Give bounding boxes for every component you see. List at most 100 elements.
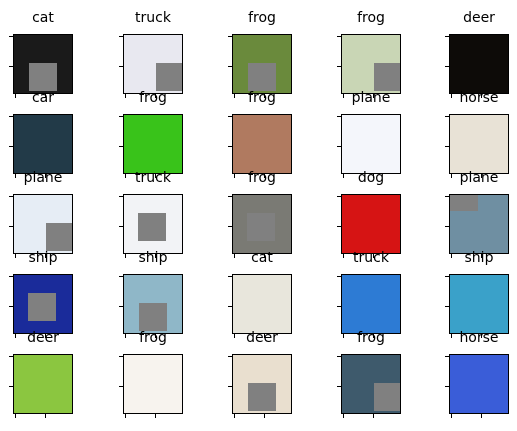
image-thumbnail: [13, 114, 73, 174]
cell-label: truck: [103, 170, 203, 186]
occlusion-mask: [28, 293, 56, 321]
x-tick: [15, 414, 16, 418]
y-tick: [228, 226, 232, 227]
cell-label: dog: [321, 170, 421, 186]
cell-label: ship: [429, 250, 517, 266]
image-thumbnail: [341, 34, 401, 94]
occlusion-mask: [450, 195, 478, 211]
y-tick: [337, 116, 341, 117]
y-tick: [9, 356, 13, 357]
grid-cell: car: [13, 114, 73, 174]
occlusion-mask: [138, 213, 166, 241]
image-thumbnail: [449, 194, 509, 254]
cell-label: cat: [0, 10, 93, 26]
grid-cell: cat: [232, 274, 292, 334]
x-tick: [155, 414, 156, 418]
image-thumbnail: [232, 274, 292, 334]
image-thumbnail: [13, 354, 73, 414]
cell-label: car: [0, 90, 93, 106]
grid-cell: frog: [341, 354, 401, 414]
occlusion-mask: [139, 303, 167, 331]
image-thumbnail: [341, 354, 401, 414]
cell-label: deer: [429, 10, 517, 26]
y-tick: [228, 386, 232, 387]
y-tick: [119, 116, 123, 117]
cell-label: truck: [103, 10, 203, 26]
image-thumbnail: [449, 274, 509, 334]
y-tick: [445, 306, 449, 307]
image-thumbnail: [232, 34, 292, 94]
cell-label: ship: [103, 250, 203, 266]
cell-label: frog: [103, 330, 203, 346]
grid-cell: plane: [341, 114, 401, 174]
grid-cell: deer: [13, 354, 73, 414]
y-tick: [119, 146, 123, 147]
image-thumbnail: [123, 114, 183, 174]
grid-cell: deer: [449, 34, 509, 94]
grid-cell: frog: [232, 34, 292, 94]
y-tick: [337, 276, 341, 277]
image-thumbnail: [449, 354, 509, 414]
y-tick: [337, 146, 341, 147]
image-thumbnail: [449, 34, 509, 94]
grid-cell: dog: [341, 194, 401, 254]
cell-label: ship: [0, 250, 93, 266]
cell-label: frog: [212, 10, 312, 26]
image-thumbnail: [123, 194, 183, 254]
grid-cell: truck: [123, 34, 183, 94]
grid-cell: frog: [123, 114, 183, 174]
grid-cell: horse: [449, 354, 509, 414]
image-thumbnail: [341, 194, 401, 254]
occlusion-mask: [247, 213, 275, 241]
y-tick: [445, 356, 449, 357]
image-thumbnail: [341, 114, 401, 174]
y-tick: [119, 386, 123, 387]
occlusion-mask: [374, 63, 401, 91]
y-tick: [9, 226, 13, 227]
cell-label: horse: [429, 90, 517, 106]
y-tick: [228, 356, 232, 357]
x-tick: [343, 414, 344, 418]
cell-label: frog: [212, 90, 312, 106]
y-tick: [9, 66, 13, 67]
grid-cell: plane: [13, 194, 73, 254]
y-tick: [9, 196, 13, 197]
y-tick: [445, 36, 449, 37]
cell-label: plane: [321, 90, 421, 106]
x-tick: [234, 414, 235, 418]
y-tick: [119, 306, 123, 307]
y-tick: [228, 276, 232, 277]
y-tick: [119, 276, 123, 277]
y-tick: [9, 116, 13, 117]
y-tick: [119, 226, 123, 227]
x-tick: [451, 414, 452, 418]
y-tick: [119, 66, 123, 67]
y-tick: [228, 196, 232, 197]
y-tick: [228, 116, 232, 117]
occlusion-mask: [248, 63, 276, 91]
y-tick: [228, 146, 232, 147]
cell-label: deer: [212, 330, 312, 346]
cell-label: frog: [321, 10, 421, 26]
occlusion-mask: [46, 223, 73, 251]
x-tick: [45, 414, 46, 418]
grid-cell: frog: [341, 34, 401, 94]
cell-label: horse: [429, 330, 517, 346]
y-tick: [119, 196, 123, 197]
grid-cell: ship: [123, 274, 183, 334]
image-thumbnail: [13, 194, 73, 254]
y-tick: [337, 356, 341, 357]
grid-cell: ship: [449, 274, 509, 334]
cell-label: plane: [0, 170, 93, 186]
cell-label: frog: [103, 90, 203, 106]
grid-cell: frog: [123, 354, 183, 414]
y-tick: [228, 66, 232, 67]
y-tick: [337, 386, 341, 387]
y-tick: [337, 226, 341, 227]
grid-cell: frog: [232, 114, 292, 174]
y-tick: [9, 36, 13, 37]
image-thumbnail: [341, 274, 401, 334]
cell-label: frog: [321, 330, 421, 346]
cell-label: deer: [0, 330, 93, 346]
occlusion-mask: [248, 383, 276, 411]
